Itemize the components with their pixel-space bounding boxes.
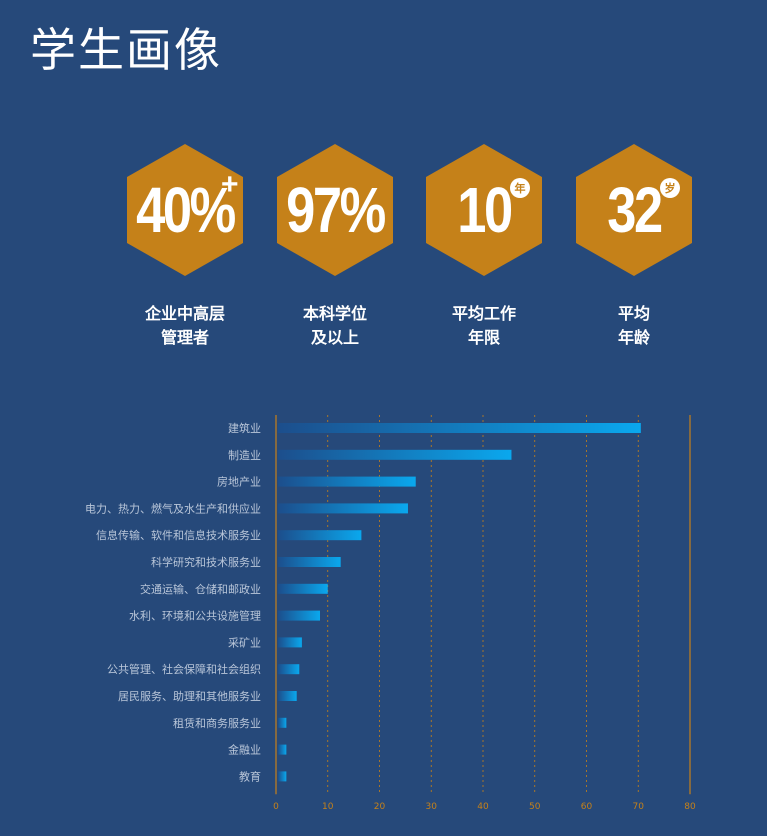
category-label: 金融业 [228,743,261,757]
stat-management: 40% + 企业中高层 管理者 [125,142,245,347]
bar [278,610,320,621]
page-title: 学生画像 [30,23,222,77]
grid-lines [275,415,691,795]
bar [278,449,512,460]
stat-label: 平均 年龄 [617,304,650,347]
stat-bachelor: 97% 本科学位 及以上 [275,142,395,347]
bar [278,637,302,648]
stat-value: 40% [136,174,236,246]
category-label: 科学研究和技术服务业 [151,555,261,569]
x-tick-label: 50 [529,802,541,812]
category-label: 水利、环境和公共设施管理 [129,609,261,623]
plus-suffix: + [221,168,239,201]
bar [278,744,287,755]
x-tick-label: 30 [426,802,438,812]
industry-bar-chart: 建筑业制造业房地产业电力、热力、燃气及水生产和供应业信息传输、软件和信息技术服务… [85,415,696,812]
hexagon-shape [277,144,393,276]
category-label: 居民服务、助理和其他服务业 [118,689,261,703]
stat-label: 本科学位 及以上 [302,304,367,347]
bar [278,476,416,487]
bar [278,557,341,567]
x-tick-label: 40 [477,802,489,812]
bar [278,530,362,541]
bar [278,771,287,782]
x-tick-label: 80 [684,802,696,812]
hexagon-shape [426,144,542,276]
category-label: 教育 [239,769,261,783]
x-tick-label: 20 [374,802,386,812]
x-tick-label: 60 [581,802,593,812]
stat-value: 10 [457,174,513,246]
category-label: 房地产业 [217,475,261,489]
category-label: 公共管理、社会保障和社会组织 [107,662,261,676]
x-tick-label: 70 [633,802,645,812]
stat-value: 32 [607,174,663,246]
category-label: 信息传输、软件和信息技术服务业 [96,528,261,542]
hexagon-shape [127,144,243,276]
category-label: 交通运输、仓储和邮政业 [140,582,261,596]
stat-label: 企业中高层 管理者 [144,304,225,347]
stat-value: 97% [286,174,386,246]
x-tick-label: 10 [322,802,334,812]
category-label: 电力、热力、燃气及水生产和供应业 [85,501,261,515]
stat-age: 32 岁 平均 年龄 [574,142,694,347]
bar [278,691,297,701]
bar [278,583,328,594]
x-tick-label: 0 [273,802,279,812]
age-badge: 岁 [660,178,680,198]
category-labels: 建筑业制造业房地产业电力、热力、燃气及水生产和供应业信息传输、软件和信息技术服务… [85,421,261,783]
bar [278,423,641,433]
bar [278,717,287,728]
category-label: 采矿业 [228,636,261,649]
year-badge: 年 [510,178,530,198]
hexagon-shape [576,144,692,276]
bars [278,423,641,782]
bar [278,664,300,675]
category-label: 制造业 [228,448,261,462]
stat-label: 平均工作 年限 [451,304,516,347]
bar [278,503,408,514]
category-label: 建筑业 [228,421,261,435]
x-tick-labels: 0 10 20 30 40 50 60 70 80 [273,802,696,812]
category-label: 租赁和商务服务业 [173,716,261,730]
stat-work-years: 10 年 平均工作 年限 [424,142,544,347]
